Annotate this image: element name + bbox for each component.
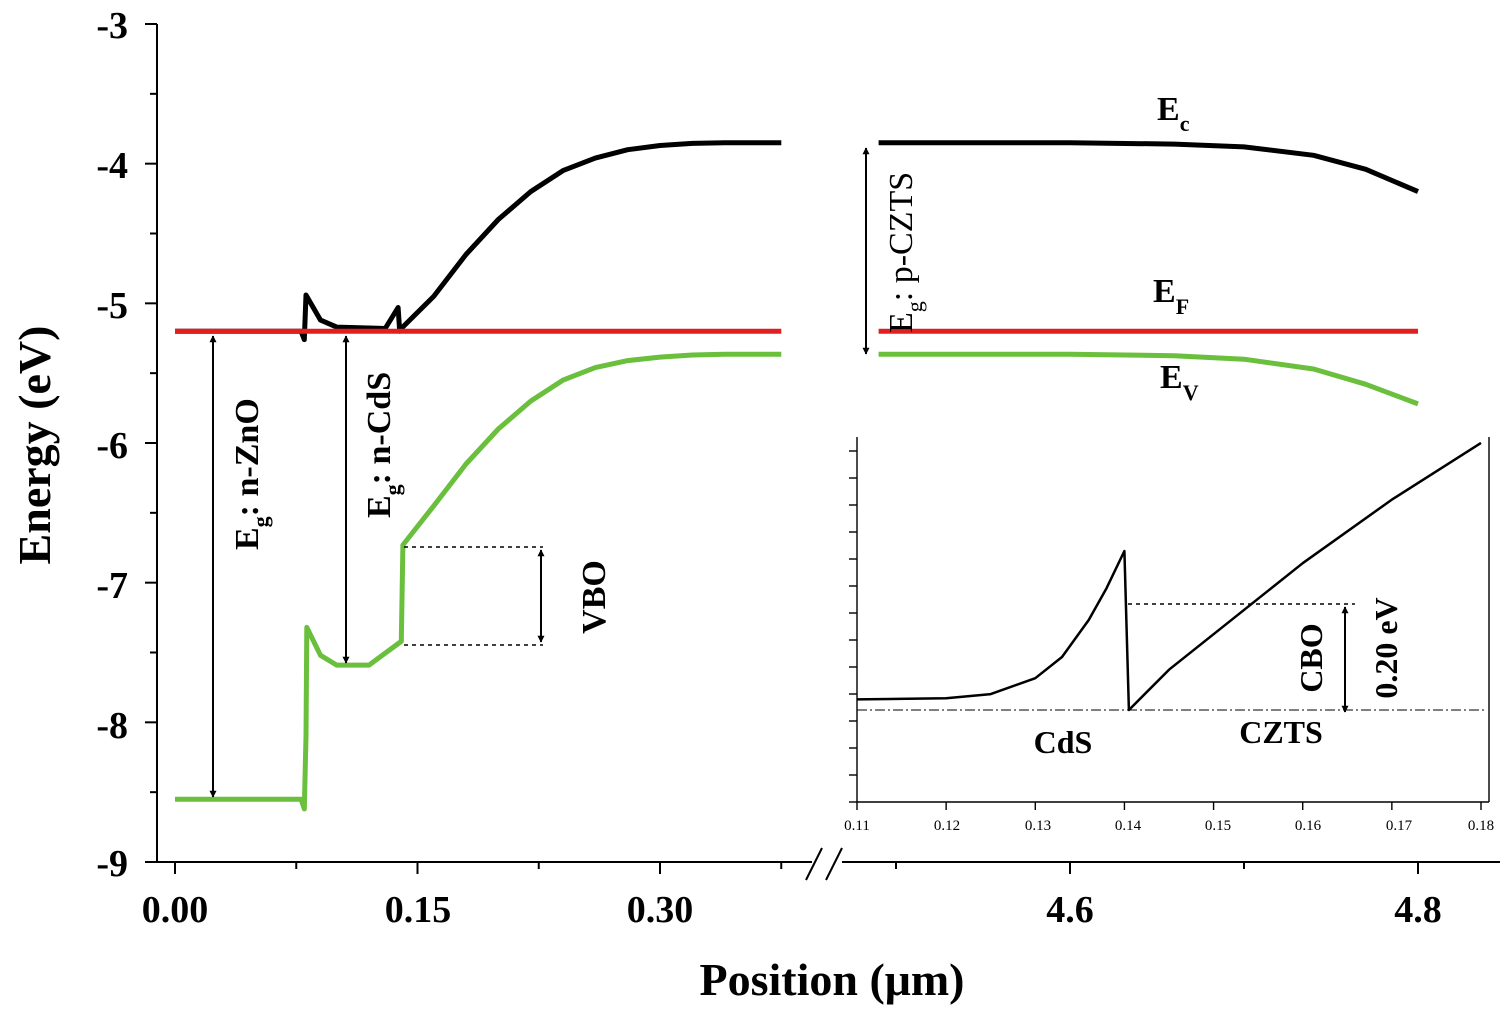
inset-x-tick-label: 0.11 xyxy=(844,818,870,834)
inset-x-tick-labels: 0.11 0.12 0.13 0.14 0.15 0.16 0.17 0.18 xyxy=(844,818,1494,834)
inset-chart: 0.11 0.12 0.13 0.14 0.15 0.16 0.17 0.18 … xyxy=(844,437,1494,834)
inset-x-tick-label: 0.15 xyxy=(1205,818,1231,834)
ef-label: EF xyxy=(1153,273,1189,319)
main-axes xyxy=(145,23,1500,881)
inset-x-tick-label: 0.14 xyxy=(1115,818,1142,834)
x-tick-label: 0.30 xyxy=(627,889,694,931)
cds-bandgap-label: Eg: n-CdS xyxy=(361,372,405,518)
y-tick-label: -5 xyxy=(96,285,128,327)
axis-break-mark-1 xyxy=(805,847,823,881)
y-tick-label: -6 xyxy=(96,425,128,467)
inset-czts-label: CZTS xyxy=(1239,714,1323,750)
x-tick-label: 0.15 xyxy=(385,889,452,931)
x-tick-label: 4.8 xyxy=(1394,889,1442,931)
inset-ec-curve xyxy=(856,441,1482,712)
ec-series-line-right xyxy=(878,140,1419,194)
x-tick-labels: 0.00 0.15 0.30 4.6 4.8 xyxy=(142,889,1442,931)
y-tick-label: -8 xyxy=(96,705,128,747)
zno-bandgap-label: Eg: n-ZnO xyxy=(229,398,273,550)
inset-x-tick-label: 0.18 xyxy=(1468,818,1494,834)
czts-bandgap-label: Eg: p-CZTS xyxy=(883,172,927,333)
inset-cds-label: CdS xyxy=(1034,724,1093,760)
inset-cbo-label: CBO xyxy=(1293,623,1329,692)
y-tick-label: -3 xyxy=(96,5,128,47)
x-tick-label: 4.6 xyxy=(1046,889,1094,931)
inset-x-tick-label: 0.17 xyxy=(1386,818,1413,834)
y-axis-title: Energy (eV) xyxy=(9,326,60,565)
y-tick-label: -7 xyxy=(96,565,128,607)
ev-series-line-left xyxy=(175,351,782,812)
y-tick-labels: -3 -4 -5 -6 -7 -8 -9 xyxy=(96,5,128,885)
y-tick-label: -4 xyxy=(96,145,128,187)
x-axis-title: Position (μm) xyxy=(700,954,965,1005)
ev-series-line-right xyxy=(878,351,1419,407)
series-layer xyxy=(175,140,1419,812)
y-tick-label: -9 xyxy=(96,843,128,885)
inset-x-tick-label: 0.12 xyxy=(934,818,960,834)
ev-label: EV xyxy=(1160,359,1199,405)
inset-cbo-value: 0.20 eV xyxy=(1368,597,1404,698)
axis-break-mark-2 xyxy=(825,847,843,881)
ec-label: Ec xyxy=(1157,91,1190,136)
inset-x-tick-label: 0.16 xyxy=(1295,818,1322,834)
x-tick-label: 0.00 xyxy=(142,889,209,931)
ec-series-line-left xyxy=(175,140,782,343)
inset-background xyxy=(857,437,1489,802)
vbo-label: VBO xyxy=(576,560,613,634)
inset-x-tick-label: 0.13 xyxy=(1025,818,1051,834)
